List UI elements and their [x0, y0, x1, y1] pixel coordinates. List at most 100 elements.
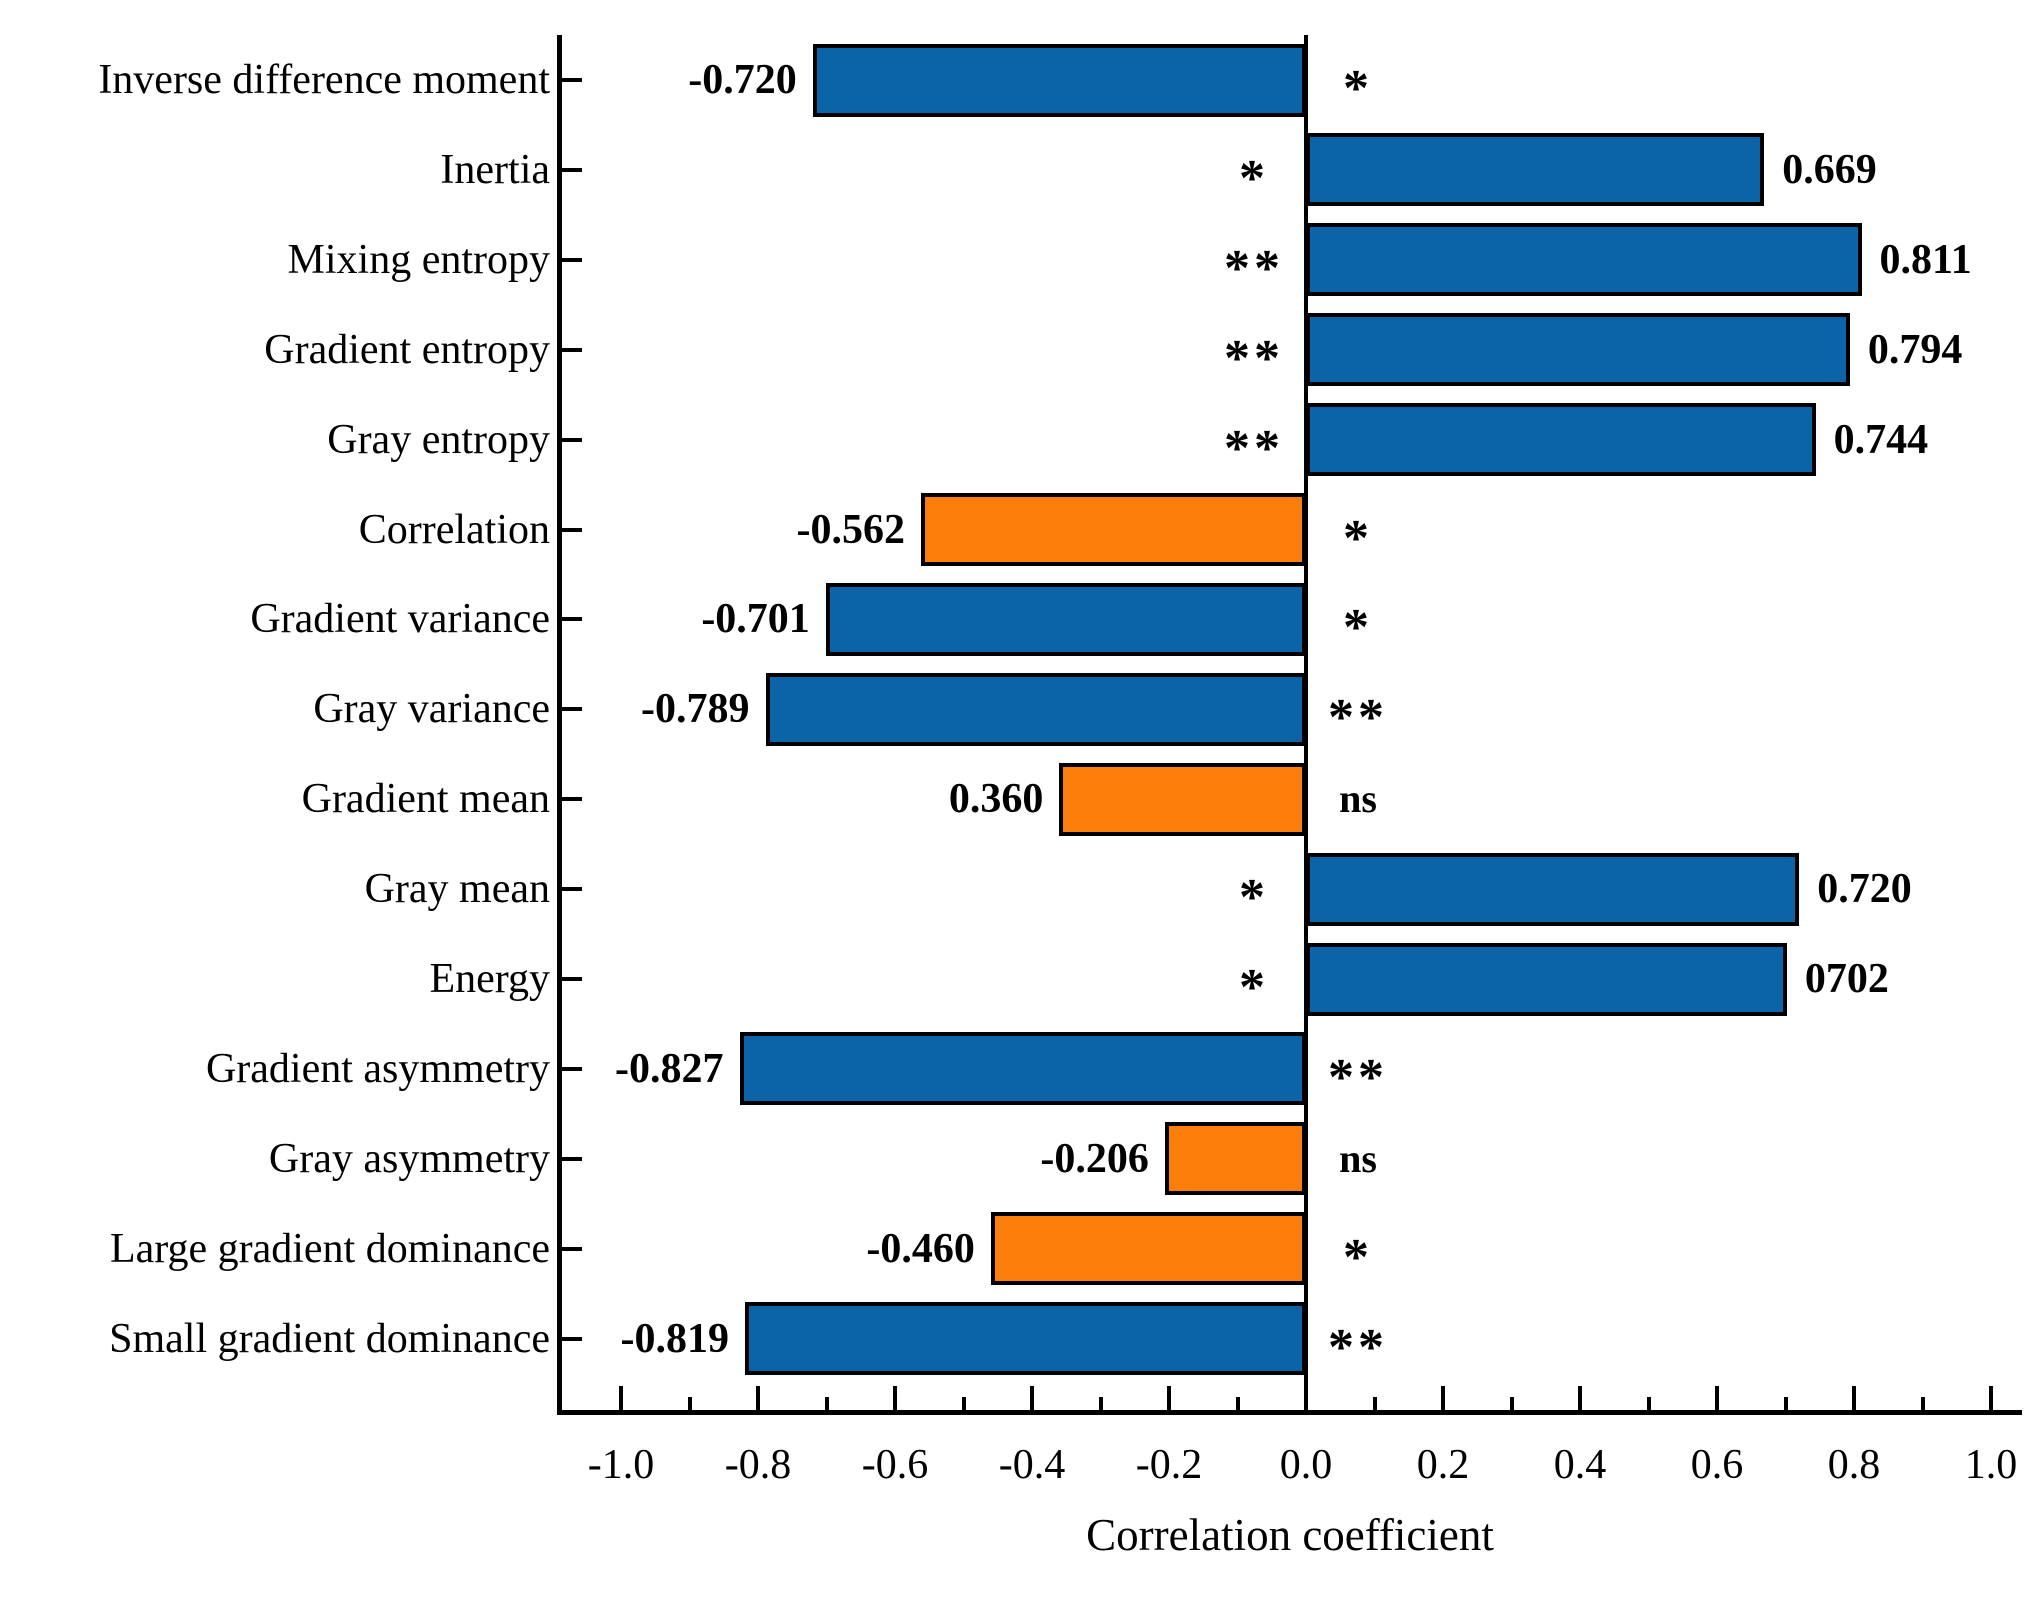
category-label: Gray entropy	[327, 416, 550, 463]
bar	[921, 493, 1306, 566]
significance-marker: **	[1224, 329, 1284, 387]
significance-marker: **	[1328, 1048, 1388, 1106]
bar	[1059, 762, 1306, 836]
bar-value-label: -0.789	[641, 686, 750, 733]
significance-marker: **	[1328, 1318, 1388, 1376]
y-category-tick	[562, 797, 582, 802]
significance-marker: *	[1343, 1228, 1373, 1286]
significance-marker: *	[1343, 60, 1373, 117]
x-tick-label: 0.6	[1690, 1442, 1744, 1488]
significance-marker: *	[1343, 509, 1373, 567]
y-category-tick	[562, 1246, 582, 1251]
bar-value-label: -0.827	[615, 1045, 724, 1092]
significance-marker: *	[1343, 599, 1373, 657]
category-label: Gradient asymmetry	[205, 1045, 550, 1092]
x-minor-tick	[1235, 1397, 1240, 1410]
bar	[812, 43, 1306, 117]
bar-value-label: -0.819	[620, 1315, 729, 1362]
x-minor-tick	[1920, 1397, 1925, 1410]
significance-marker: *	[1239, 149, 1269, 207]
category-label: Energy	[429, 956, 550, 1002]
x-tick-label: 0.4	[1553, 1442, 1607, 1488]
y-category-tick	[562, 78, 582, 82]
bar	[765, 672, 1306, 746]
category-label: Small gradient dominance	[109, 1315, 550, 1362]
x-minor-tick	[961, 1397, 966, 1410]
x-tick-label: 0.8	[1827, 1442, 1881, 1488]
x-major-tick	[1304, 1386, 1308, 1410]
bar	[1306, 403, 1816, 477]
y-category-tick	[562, 707, 582, 712]
bar-value-label: 0.744	[1833, 416, 1929, 463]
x-tick-label: 0.2	[1416, 1442, 1470, 1488]
x-minor-tick	[687, 1397, 692, 1410]
x-tick-label: -1.0	[587, 1442, 655, 1488]
category-label: Large gradient dominance	[109, 1225, 550, 1272]
bar	[990, 1212, 1306, 1286]
x-major-tick	[1715, 1386, 1719, 1410]
x-minor-tick	[1646, 1397, 1651, 1410]
y-category-tick	[562, 887, 582, 892]
bar	[1306, 133, 1765, 207]
category-label: Gray asymmetry	[268, 1135, 550, 1182]
y-category-tick	[562, 1066, 582, 1071]
category-label: Gray mean	[364, 866, 550, 913]
bar	[1306, 313, 1850, 387]
bar	[744, 1302, 1306, 1376]
bar-value-label: 0.720	[1817, 866, 1912, 913]
significance-marker: ns	[1339, 1135, 1377, 1181]
significance-marker: *	[1239, 869, 1269, 927]
x-axis-line	[557, 1410, 2022, 1415]
significance-marker: *	[1239, 959, 1269, 1016]
bar-value-label: 0.669	[1782, 146, 1877, 193]
bar-value-label: -0.562	[796, 506, 906, 553]
y-category-tick	[562, 977, 582, 981]
y-category-tick	[562, 1336, 582, 1341]
x-major-tick	[1852, 1386, 1856, 1410]
y-category-tick	[562, 617, 582, 622]
x-minor-tick	[824, 1397, 829, 1410]
bar-value-label: -0.720	[688, 57, 797, 103]
significance-marker: **	[1224, 239, 1284, 297]
x-minor-tick	[1098, 1397, 1103, 1410]
bar-value-label: -0.206	[1040, 1135, 1149, 1182]
x-minor-tick	[1372, 1397, 1377, 1410]
category-label: Gradient variance	[250, 596, 550, 643]
category-label: Mixing entropy	[287, 236, 550, 283]
y-axis-spine	[557, 35, 562, 1415]
bar-value-label: 0.360	[948, 776, 1044, 823]
y-category-tick	[562, 167, 582, 172]
x-major-tick	[1578, 1386, 1582, 1410]
category-label: Gradient entropy	[264, 326, 550, 373]
x-major-tick	[619, 1386, 623, 1410]
x-major-tick	[1441, 1386, 1445, 1410]
bar	[1164, 1122, 1306, 1196]
bar	[739, 1032, 1306, 1106]
bar	[1306, 942, 1787, 1016]
bar-value-label: -0.460	[866, 1225, 975, 1272]
bar-value-label: 0.794	[1867, 326, 1963, 373]
x-axis-title: Correlation coefficient	[1086, 1510, 1494, 1560]
x-tick-label: -0.2	[1135, 1442, 1203, 1488]
significance-marker: **	[1224, 419, 1284, 477]
x-major-tick	[756, 1386, 760, 1410]
bar-value-label: -0.701	[701, 596, 810, 643]
category-label: Correlation	[358, 506, 550, 553]
significance-marker: **	[1328, 689, 1388, 747]
y-category-tick	[562, 347, 582, 352]
zero-baseline	[1304, 35, 1308, 1410]
x-major-tick	[893, 1386, 897, 1410]
category-label: Gray variance	[313, 686, 550, 733]
x-minor-tick	[1509, 1397, 1514, 1410]
x-major-tick	[1989, 1386, 1993, 1410]
category-label: Gradient mean	[301, 776, 550, 823]
bar	[1306, 223, 1862, 297]
x-major-tick	[1167, 1386, 1171, 1410]
x-tick-label: -0.4	[998, 1442, 1066, 1488]
y-category-tick	[562, 527, 582, 532]
y-category-tick	[562, 1156, 582, 1161]
x-tick-label: 1.0	[1964, 1442, 2018, 1488]
x-tick-label: -0.8	[724, 1442, 792, 1488]
y-category-tick	[562, 437, 582, 442]
